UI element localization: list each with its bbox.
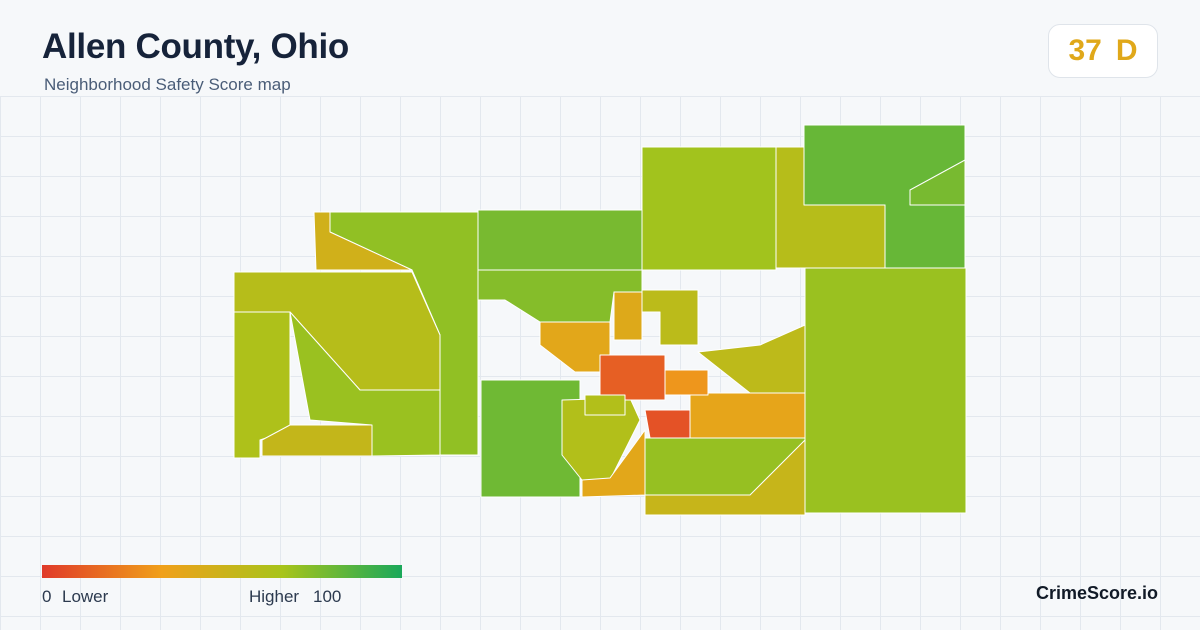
city-northeast-tract[interactable] [641,289,699,346]
page-title: Allen County, Ohio [42,27,349,66]
south-west-tract[interactable] [480,379,581,498]
north-central-tract[interactable] [477,209,643,271]
city-north-tract[interactable] [613,291,643,341]
northeast-upper-tract[interactable] [775,146,886,269]
legend-max-value: 100 [313,587,342,606]
city-south-tract[interactable] [644,409,691,439]
brand-logo-text: CrimeScore.io [1036,583,1159,603]
east-tract[interactable] [804,267,967,514]
legend-min-label: Lower [62,587,109,606]
north-tract[interactable] [641,146,777,271]
page-subtitle: Neighborhood Safety Score map [44,75,291,94]
score-grade: D [1115,34,1138,67]
east-orange-tract[interactable] [689,392,806,439]
northeast-east-tract[interactable] [909,159,966,206]
central-west-tract[interactable] [289,311,441,457]
legend-min-value: 0 [42,587,52,606]
southeast-tract[interactable] [644,437,806,496]
east-central-tract[interactable] [697,324,806,394]
city-east-tract[interactable] [664,369,709,396]
score-value: 37 [1068,34,1102,67]
northwest-corner-tract[interactable] [313,211,413,271]
south-tract[interactable] [581,429,646,498]
score-badge: 37 D [1048,24,1158,78]
legend-max-label: Higher [249,587,300,606]
legend-gradient-bar [42,565,402,578]
city-southwest-tract[interactable] [584,394,626,416]
city-west-tract[interactable] [539,321,611,373]
city-center-tract[interactable] [599,354,666,401]
